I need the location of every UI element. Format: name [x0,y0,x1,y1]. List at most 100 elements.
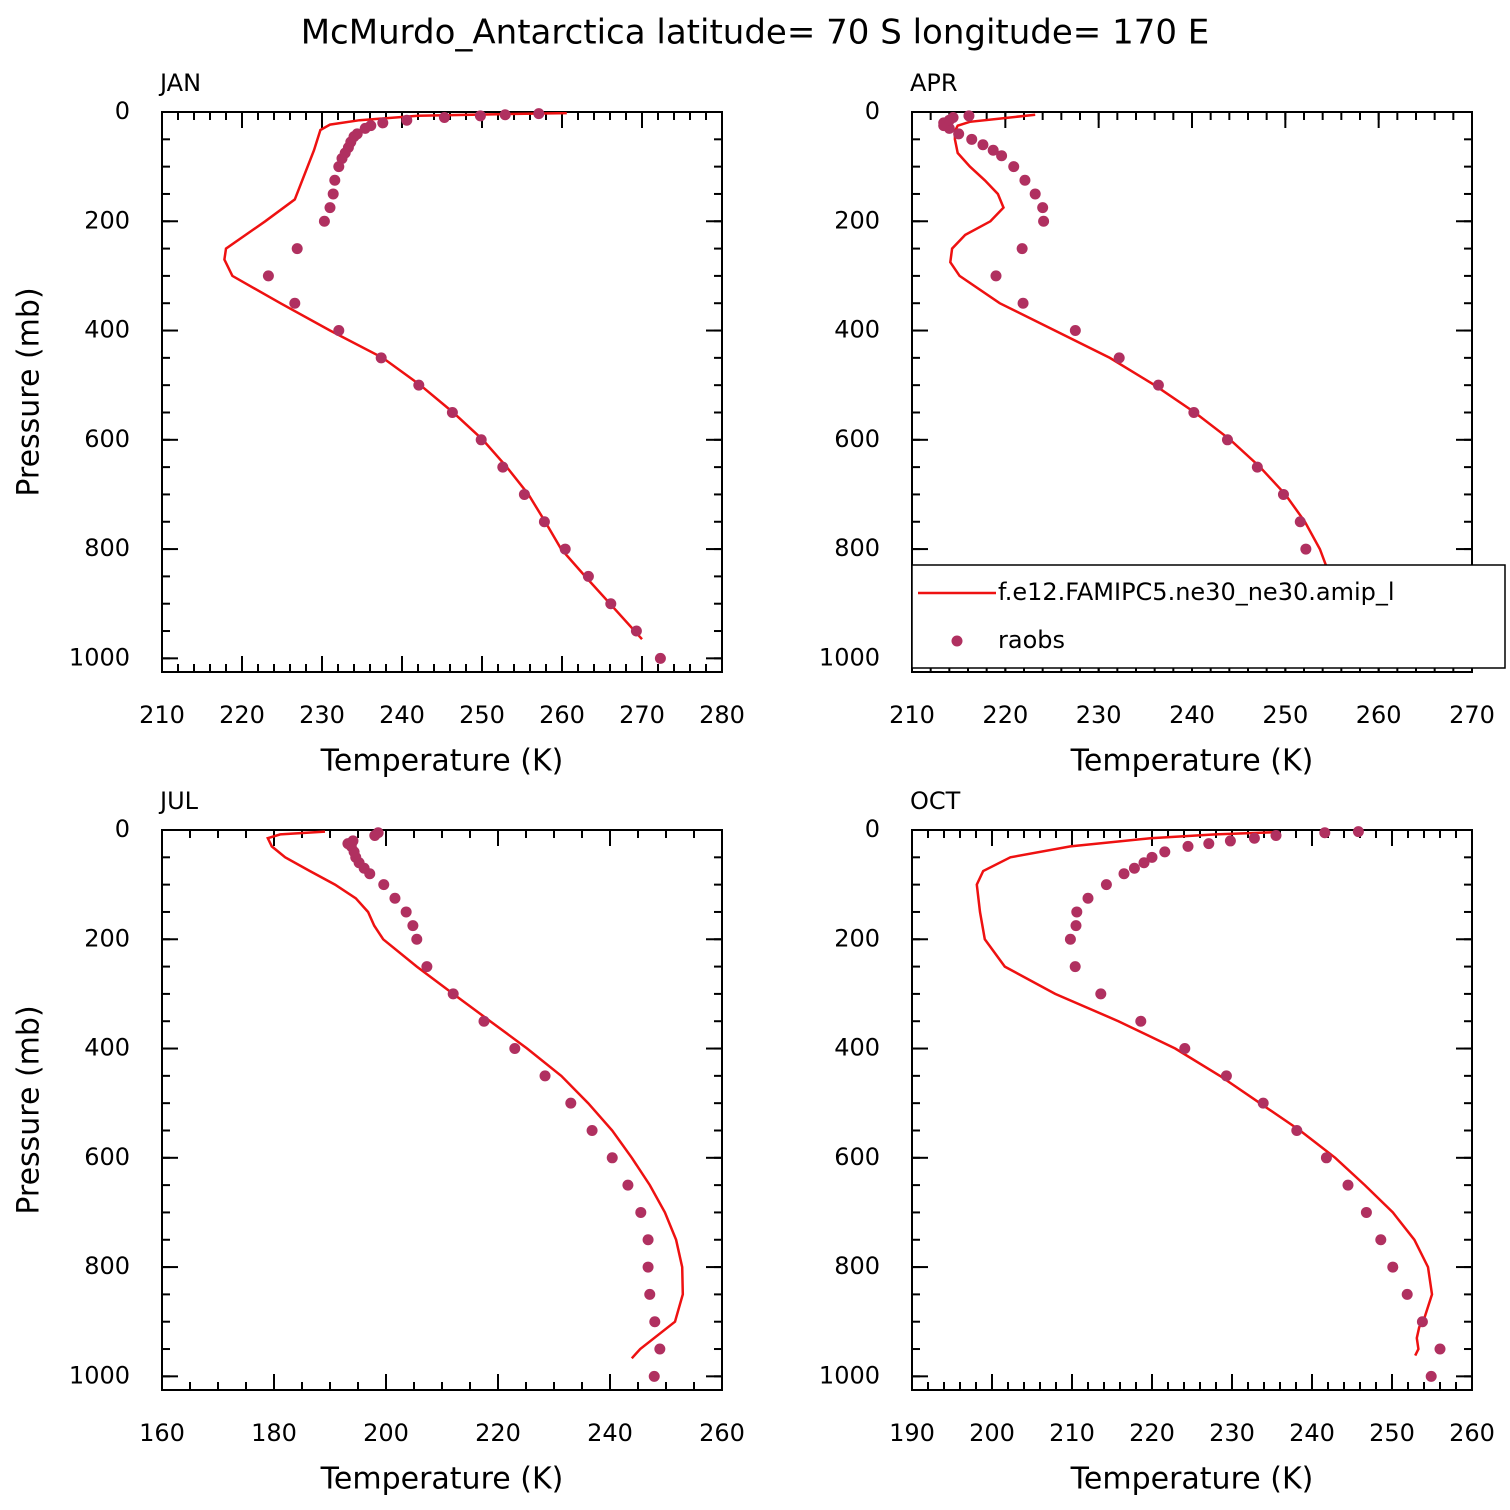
obs-point [644,1288,656,1300]
y-tick-label: 600 [84,1143,130,1171]
x-tick-label: 220 [982,701,1028,729]
obs-point [630,625,642,637]
obs-point [1135,1015,1147,1027]
obs-point [365,120,377,132]
x-tick-label: 220 [1129,1419,1175,1447]
obs-point [947,111,959,123]
y-tick-label: 400 [834,316,880,344]
obs-point [1360,1206,1372,1218]
obs-point [559,543,571,555]
y-tick-label: 1000 [819,643,880,671]
obs-point [1071,906,1083,918]
x-tick-label: 210 [889,701,935,729]
obs-point [289,297,301,309]
obs-point [518,488,530,500]
y-tick-label: 400 [834,1034,880,1062]
obs-point [509,1043,521,1055]
panel-label: JUL [158,787,199,815]
obs-point [475,434,487,446]
obs-point [421,961,433,973]
obs-point [1257,1097,1269,1109]
x-tick-label: 250 [1262,701,1308,729]
y-tick-label: 400 [84,1034,130,1062]
x-tick-label: 200 [969,1419,1015,1447]
obs-point [565,1097,577,1109]
obs-point [1095,988,1107,1000]
obs-point [262,270,274,282]
x-tick-label: 260 [539,701,585,729]
obs-point [446,406,458,418]
obs-point [1375,1234,1387,1246]
obs-point [1019,174,1031,186]
obs-point [1188,406,1200,418]
obs-point [649,1316,661,1328]
x-tick-label: 240 [1289,1419,1335,1447]
obs-point [1152,379,1164,391]
obs-point [1352,826,1364,838]
obs-point [966,133,978,145]
obs-point [1029,188,1041,200]
obs-point [586,1124,598,1136]
obs-point [654,652,666,664]
obs-point [351,128,363,140]
plot-frame [161,829,723,1391]
y-tick-label: 1000 [69,1361,130,1389]
obs-point [1118,868,1130,880]
x-axis-label: Temperature (K) [320,1462,564,1497]
y-tick-label: 800 [84,534,130,562]
obs-point [478,1015,490,1027]
obs-point [622,1179,634,1191]
figure-title: McMurdo_Antarctica latitude= 70 S longit… [301,13,1210,53]
obs-point [389,892,401,904]
obs-point [1434,1343,1446,1355]
y-tick-label: 0 [115,97,130,125]
obs-point [1038,215,1050,227]
y-tick-label: 200 [84,924,130,952]
obs-point [324,202,336,214]
x-tick-label: 250 [1369,1419,1415,1447]
y-tick-label: 0 [865,815,880,843]
obs-point [642,1261,654,1273]
x-tick-label: 220 [219,701,265,729]
obs-point [1220,1070,1232,1082]
model-line [975,830,1434,1357]
x-tick-label: 160 [139,1419,185,1447]
obs-point [654,1343,666,1355]
obs-point [642,1234,654,1246]
x-tick-label: 260 [1356,701,1402,729]
y-tick-label: 1000 [819,1361,880,1389]
obs-point [1270,829,1282,841]
obs-point [977,139,989,151]
obs-point [447,988,459,1000]
obs-point [1387,1261,1399,1273]
legend-marker [951,635,963,647]
y-tick-label: 0 [865,97,880,125]
obs-point [1416,1316,1428,1328]
model-line [948,113,1387,641]
obs-point [474,110,486,122]
obs-point [413,379,425,391]
obs-point [375,352,387,364]
y-tick-label: 0 [115,815,130,843]
model-line [223,112,643,641]
x-tick-label: 270 [619,701,665,729]
obs-point [1069,325,1081,337]
obs-point [377,117,389,129]
obs-point [347,835,359,847]
plot-frame [911,829,1473,1391]
obs-point [1082,892,1094,904]
x-tick-label: 240 [1169,701,1215,729]
obs-point [329,174,341,186]
obs-point [533,108,545,120]
x-tick-label: 230 [1209,1419,1255,1447]
obs-point [400,906,412,918]
x-tick-label: 230 [299,701,345,729]
y-tick-label: 200 [834,924,880,952]
plot-frame [161,111,723,673]
obs-point [1138,857,1150,869]
x-tick-label: 190 [889,1419,935,1447]
obs-point [1113,352,1125,364]
obs-point [318,215,330,227]
obs-point [953,128,965,140]
obs-point [407,920,419,932]
